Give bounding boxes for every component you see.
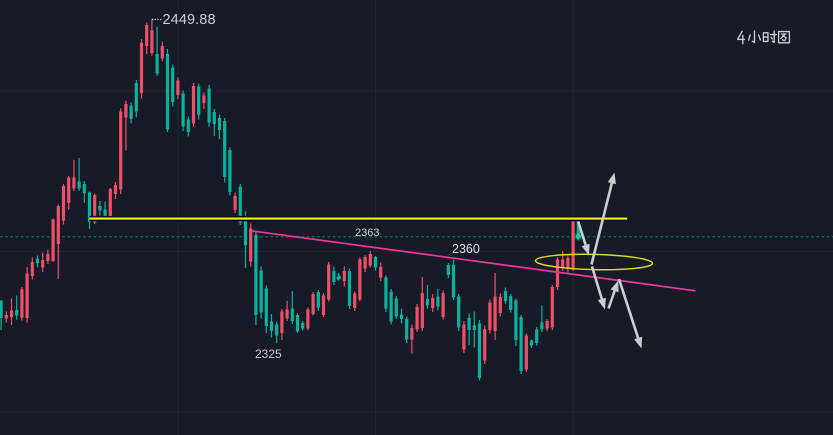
projection-arrow-head — [610, 280, 619, 293]
price-label-2363: 2363 — [355, 226, 380, 239]
high-label-leader-dot — [151, 18, 154, 21]
projection-arrow-head — [581, 243, 590, 256]
drawing-overlays[interactable] — [89, 18, 696, 349]
high-label-leader-dot — [159, 18, 162, 21]
projection-arrow-head — [634, 336, 643, 349]
projection-arrow-shaft — [590, 180, 614, 265]
price-label-2325: 2325 — [255, 346, 282, 361]
projection-arrow-head — [597, 297, 606, 310]
timeframe-label-glyphs — [736, 30, 791, 45]
projection-arrow-shaft — [576, 221, 588, 248]
projection-arrow-shaft — [617, 278, 640, 341]
high-label-leader-dot — [154, 18, 157, 21]
high-label-leader-dot — [157, 18, 159, 21]
projection-arrow-shaft — [607, 288, 617, 309]
down-arrow-marker-icon — [335, 273, 341, 282]
candles — [0, 19, 580, 381]
last-price-dot — [575, 233, 581, 240]
projection-arrow-head — [607, 172, 616, 185]
projection-arrow-shaft — [590, 266, 604, 302]
timeframe-label — [736, 29, 792, 46]
price-label-2360: 2360 — [452, 241, 480, 256]
high-price-label: 2449.88 — [162, 12, 216, 29]
pink-trendline — [252, 230, 696, 292]
